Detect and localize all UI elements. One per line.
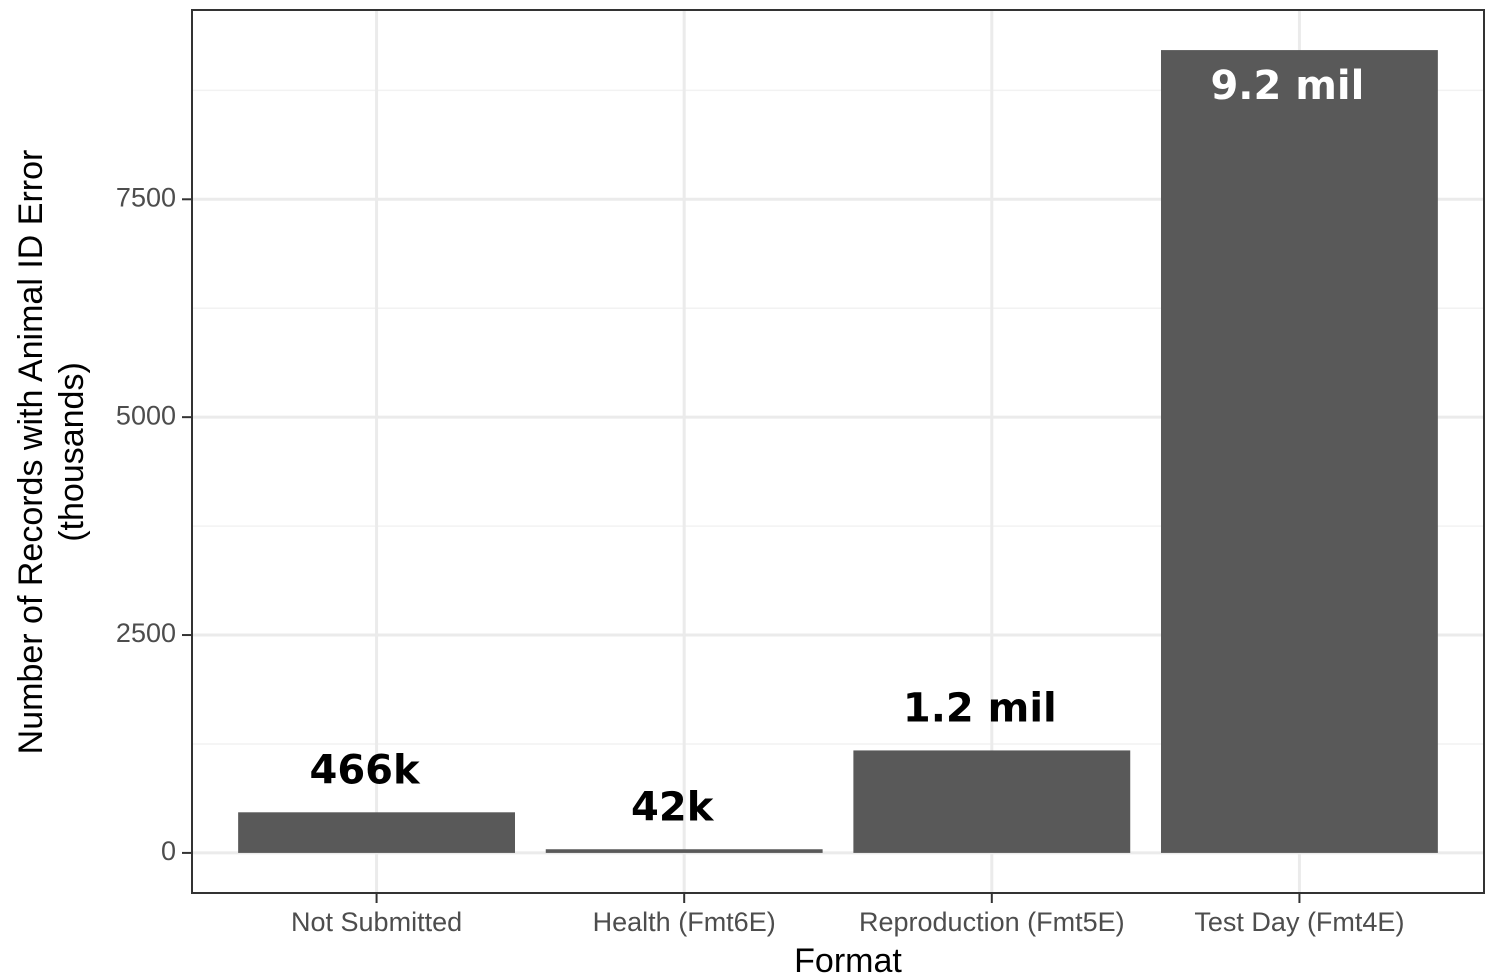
bar (238, 812, 515, 853)
value-label: 42k (631, 784, 715, 830)
y-tick-label: 7500 (116, 182, 176, 212)
bar (545, 849, 823, 853)
bar (1161, 50, 1438, 853)
bar (853, 750, 1131, 853)
y-axis-title: Number of Records with Animal ID Error (12, 150, 50, 755)
x-tick-label: Health (Fmt6E) (593, 907, 776, 937)
value-label: 466k (310, 747, 421, 793)
x-tick-label: Test Day (Fmt4E) (1194, 907, 1404, 937)
y-tick-label: 5000 (116, 400, 176, 430)
value-label: 1.2 mil (903, 685, 1057, 731)
x-tick-label: Reproduction (Fmt5E) (859, 907, 1125, 937)
x-tick-label: Not Submitted (291, 907, 462, 937)
panel-border (191, 9, 1485, 894)
y-axis-title: (thousands) (53, 362, 91, 542)
y-tick-label: 2500 (116, 618, 176, 648)
y-tick-label: 0 (161, 836, 176, 866)
value-label: 9.2 mil (1210, 63, 1364, 109)
x-axis-title: Format (794, 942, 902, 980)
